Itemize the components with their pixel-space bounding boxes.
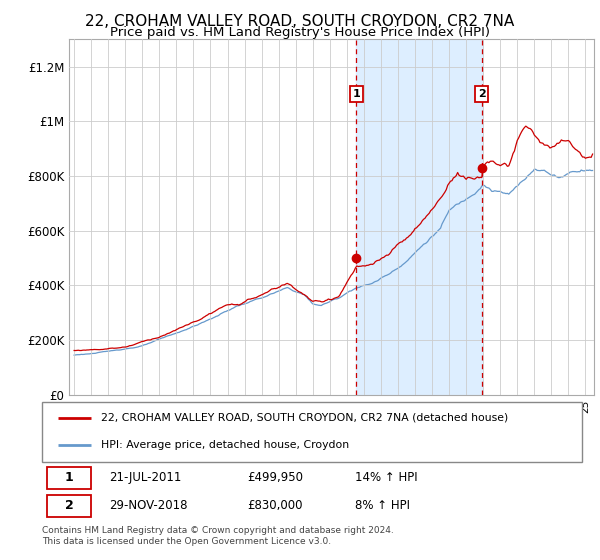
FancyBboxPatch shape xyxy=(42,402,582,462)
Text: £499,950: £499,950 xyxy=(247,471,303,484)
FancyBboxPatch shape xyxy=(47,495,91,517)
Text: Contains HM Land Registry data © Crown copyright and database right 2024.
This d: Contains HM Land Registry data © Crown c… xyxy=(42,526,394,546)
Text: 8% ↑ HPI: 8% ↑ HPI xyxy=(355,500,410,512)
Text: 14% ↑ HPI: 14% ↑ HPI xyxy=(355,471,418,484)
Text: 22, CROHAM VALLEY ROAD, SOUTH CROYDON, CR2 7NA (detached house): 22, CROHAM VALLEY ROAD, SOUTH CROYDON, C… xyxy=(101,413,509,423)
Text: 1: 1 xyxy=(65,471,73,484)
Text: 2: 2 xyxy=(65,500,73,512)
Text: 2: 2 xyxy=(478,89,486,99)
Text: 22, CROHAM VALLEY ROAD, SOUTH CROYDON, CR2 7NA: 22, CROHAM VALLEY ROAD, SOUTH CROYDON, C… xyxy=(85,14,515,29)
Bar xyxy=(356,39,482,395)
Text: £830,000: £830,000 xyxy=(247,500,303,512)
FancyBboxPatch shape xyxy=(47,466,91,489)
Text: HPI: Average price, detached house, Croydon: HPI: Average price, detached house, Croy… xyxy=(101,440,350,450)
Text: 21-JUL-2011: 21-JUL-2011 xyxy=(110,471,182,484)
Text: 1: 1 xyxy=(352,89,360,99)
Text: 29-NOV-2018: 29-NOV-2018 xyxy=(110,500,188,512)
Text: Price paid vs. HM Land Registry's House Price Index (HPI): Price paid vs. HM Land Registry's House … xyxy=(110,26,490,39)
